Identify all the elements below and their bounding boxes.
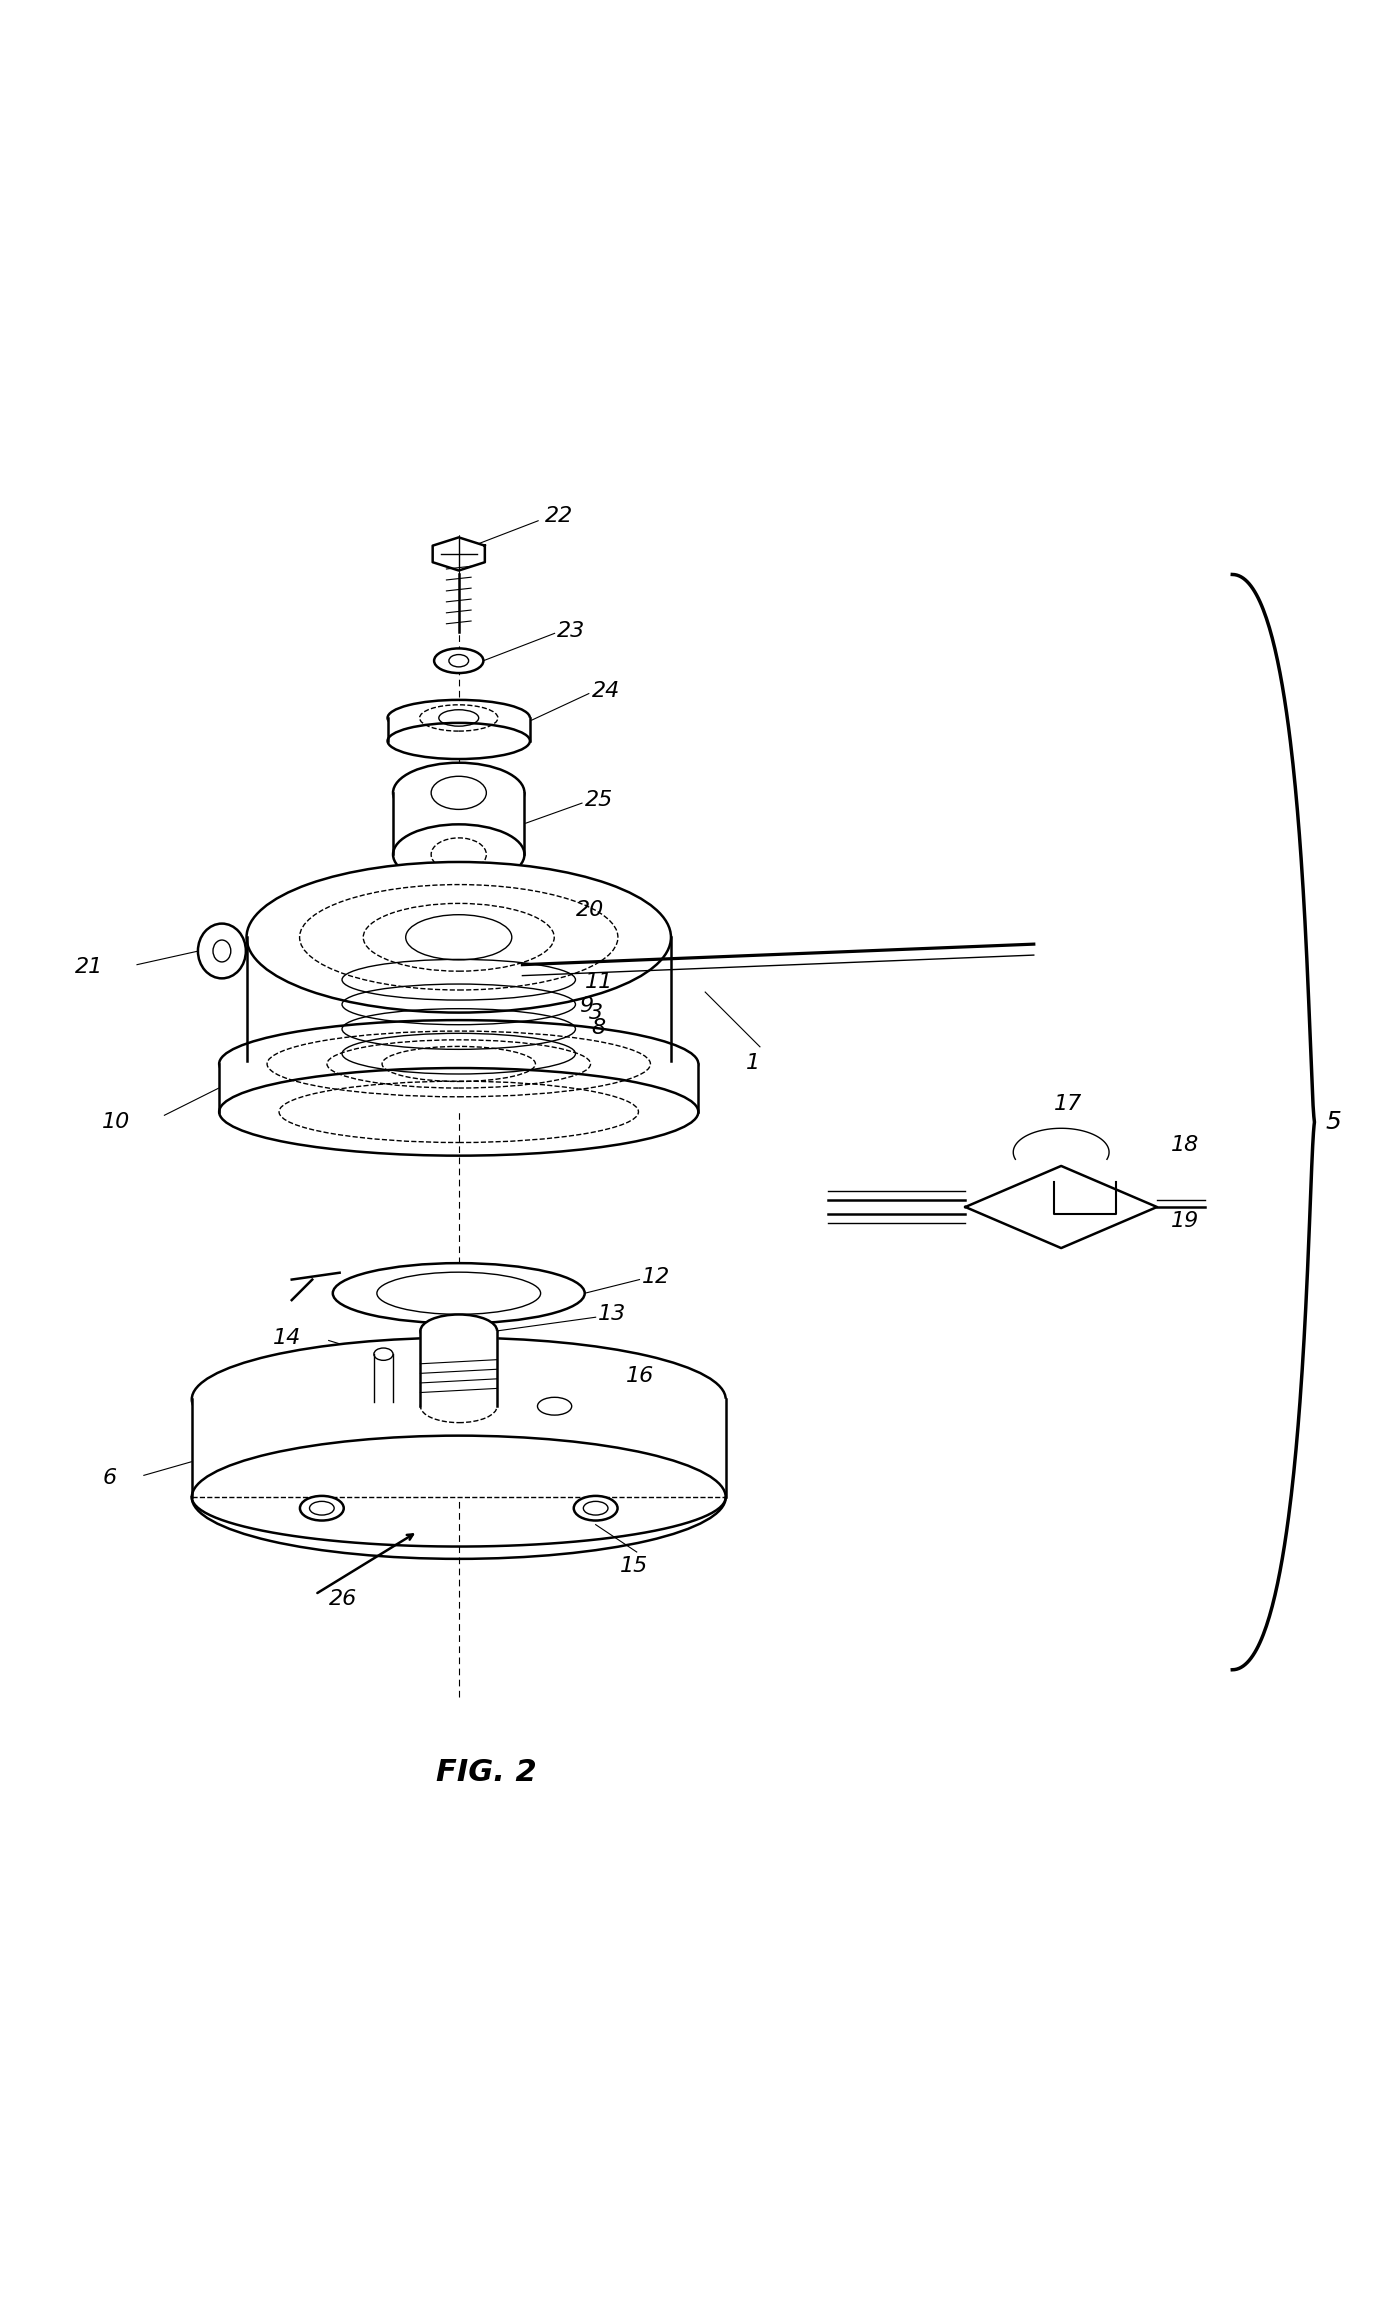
Ellipse shape [219,1021,698,1108]
Polygon shape [393,793,524,855]
Ellipse shape [310,1501,335,1515]
Ellipse shape [387,722,530,759]
Ellipse shape [584,1501,609,1515]
Text: 9: 9 [579,995,593,1016]
Text: 25: 25 [585,791,613,809]
Ellipse shape [198,924,246,979]
Text: 13: 13 [599,1304,626,1324]
Ellipse shape [333,1262,585,1324]
Text: 14: 14 [272,1329,301,1347]
Polygon shape [387,717,530,740]
Text: 21: 21 [75,956,102,977]
Text: 23: 23 [557,621,585,641]
Ellipse shape [393,825,524,885]
Text: 17: 17 [1054,1094,1083,1115]
Text: 5: 5 [1325,1110,1342,1133]
Ellipse shape [420,1315,496,1347]
Ellipse shape [538,1398,571,1416]
Text: 22: 22 [545,506,574,526]
Text: 15: 15 [621,1556,649,1575]
Ellipse shape [213,940,231,961]
Text: 12: 12 [642,1267,671,1287]
Text: 18: 18 [1170,1136,1199,1156]
Text: 26: 26 [329,1589,357,1609]
Polygon shape [192,1400,726,1497]
Text: 10: 10 [102,1113,130,1131]
Polygon shape [433,538,485,570]
Text: 6: 6 [102,1469,116,1487]
Polygon shape [373,1354,393,1402]
Text: FIG. 2: FIG. 2 [436,1759,537,1786]
Ellipse shape [300,1497,344,1520]
Text: 16: 16 [625,1366,654,1386]
Ellipse shape [434,648,484,674]
Text: 8: 8 [592,1018,606,1037]
Text: 1: 1 [747,1053,761,1074]
Ellipse shape [574,1497,618,1520]
Polygon shape [965,1166,1158,1248]
Ellipse shape [373,1347,393,1361]
Ellipse shape [192,1338,726,1460]
Polygon shape [246,938,671,1060]
Polygon shape [420,1331,496,1407]
Polygon shape [219,1064,698,1113]
Text: 20: 20 [575,899,604,920]
Text: 19: 19 [1170,1212,1199,1230]
Text: 24: 24 [592,681,620,701]
Ellipse shape [246,862,671,1012]
Ellipse shape [387,699,530,736]
Text: 3: 3 [589,1002,603,1023]
Text: 11: 11 [585,972,613,993]
Ellipse shape [393,763,524,823]
